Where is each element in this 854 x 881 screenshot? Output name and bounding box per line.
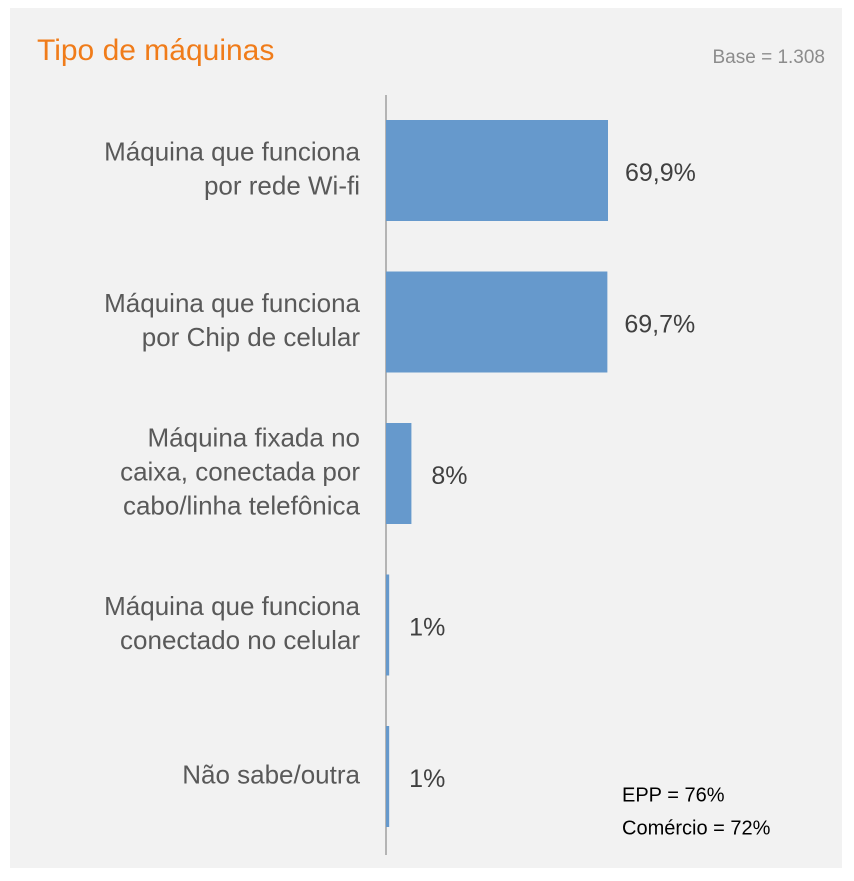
category-line: cabo/linha telefônica <box>123 490 361 520</box>
category-line: Máquina que funciona <box>104 288 360 318</box>
value-label: 69,9% <box>625 159 696 187</box>
category-line: caixa, conectada por <box>120 456 360 486</box>
category-line: Máquina que funciona <box>104 136 360 166</box>
value-label: 8% <box>431 462 467 490</box>
category-line: Não sabe/outra <box>182 759 360 789</box>
bar <box>386 271 608 373</box>
annotation: EPP = 76% <box>622 784 725 806</box>
category-line: por Chip de celular <box>142 322 361 352</box>
category-label: Máquina fixada no caixa, conectada por cab… <box>120 422 360 520</box>
value-label: 1% <box>409 765 445 793</box>
subtitle: Base = 1.308 <box>712 47 825 68</box>
category-label: Máquina que funciona conectado no celular <box>104 591 360 655</box>
category-line: Máquina fixada no <box>148 422 360 452</box>
category-label: Não sabe/outra <box>182 759 360 789</box>
category-line: conectado no celular <box>120 625 360 655</box>
category-line: por rede Wi-fi <box>204 170 360 200</box>
bar <box>386 120 609 221</box>
category-label: Máquina que funciona por Chip de celular <box>104 288 360 352</box>
chart-title: Tipo de máquinas <box>37 34 274 67</box>
category-label: Máquina que funciona por rede Wi-fi <box>104 136 360 200</box>
annotation: Comércio = 72% <box>622 817 771 839</box>
bar <box>386 726 390 827</box>
value-label: 69,7% <box>624 311 695 339</box>
bar <box>386 423 412 524</box>
value-label: 1% <box>409 614 445 642</box>
category-line: Máquina que funciona <box>104 591 360 621</box>
bar <box>386 574 390 676</box>
